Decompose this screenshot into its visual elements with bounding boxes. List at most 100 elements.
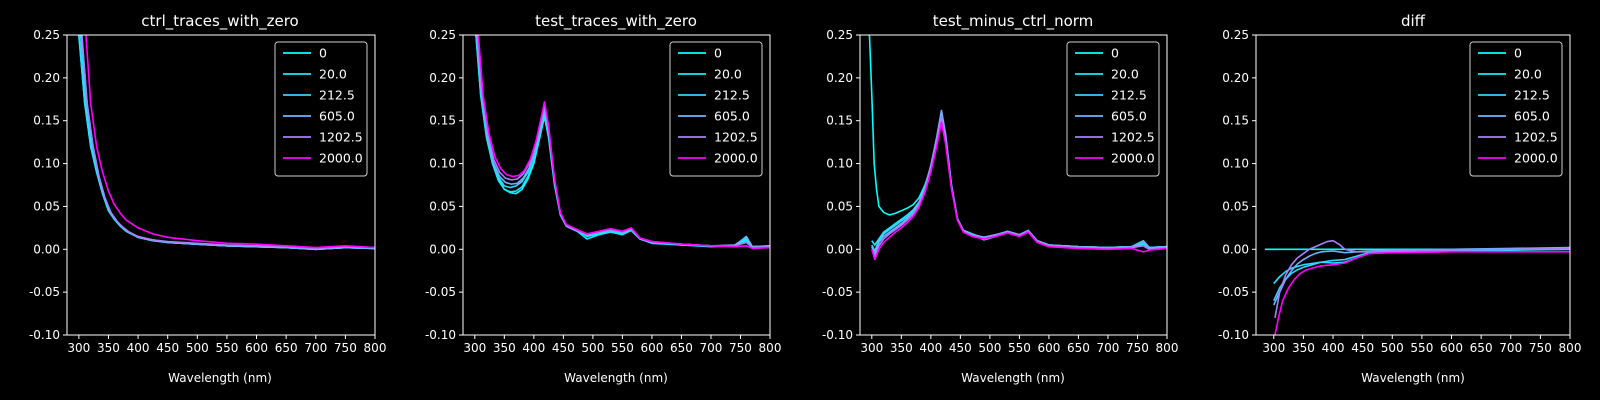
panel-2-legend-label-2: 212.5 bbox=[714, 88, 750, 103]
panel-4-ytick-label: 0.00 bbox=[1222, 242, 1249, 256]
panel-3-xtick-label: 550 bbox=[1008, 341, 1031, 355]
panel-4-xtick-label: 650 bbox=[1470, 341, 1493, 355]
panel-1-legend-label-5: 2000.0 bbox=[319, 151, 363, 166]
panel-2-ytick-label: 0.25 bbox=[429, 28, 456, 42]
panel-1-xtick-label: 350 bbox=[97, 341, 120, 355]
panel-2-xtick-label: 500 bbox=[581, 341, 604, 355]
panel-3-xtick-label: 650 bbox=[1067, 341, 1090, 355]
panel-3-legend: 0 20.0 212.5 605.0 1202.5 2000.0 bbox=[1066, 41, 1160, 177]
panel-3-legend-label-0: 0 bbox=[1111, 46, 1119, 61]
panel-3-xtick-label: 800 bbox=[1156, 341, 1179, 355]
panel-2-ytick-label: 0.05 bbox=[429, 199, 456, 213]
panel-2-xtick-label: 700 bbox=[700, 341, 723, 355]
panel-3-xtick-label: 750 bbox=[1126, 341, 1149, 355]
panel-3-series-5-line bbox=[871, 121, 1167, 261]
panel-2-ytick-label: 0.00 bbox=[429, 242, 456, 256]
panel-4-ytick-label: -0.10 bbox=[1218, 328, 1249, 342]
panel-4-legend-label-2: 212.5 bbox=[1514, 88, 1550, 103]
panel-2-xtick-label: 550 bbox=[611, 341, 634, 355]
panel-2-legend-label-0: 0 bbox=[714, 46, 722, 61]
panel-1-xtick-label: 650 bbox=[275, 341, 298, 355]
panel-2-xlabel: Wavelength (nm) bbox=[564, 371, 668, 385]
panel-4-xtick-label: 300 bbox=[1262, 341, 1285, 355]
panel-4-xtick-label: 800 bbox=[1559, 341, 1582, 355]
panel-1-ytick-label: -0.05 bbox=[29, 285, 60, 299]
panel-3-ytick-label: 0.25 bbox=[826, 28, 853, 42]
panel-2-xtick-label: 650 bbox=[670, 341, 693, 355]
panel-2-legend-box bbox=[669, 41, 763, 177]
panel-2-legend-label-5: 2000.0 bbox=[714, 151, 758, 166]
panel-4-xtick-label: 700 bbox=[1499, 341, 1522, 355]
panel-4-legend-box bbox=[1469, 41, 1563, 177]
panel-1-series-5-line bbox=[85, 35, 375, 249]
panel-1-ytick-label: 0.25 bbox=[33, 28, 60, 42]
panel-1-ytick-label: 0.00 bbox=[33, 242, 60, 256]
panel-4-series-5-line bbox=[1274, 251, 1570, 335]
panel-3: test_minus_ctrl_norm Wavelength (nm) bbox=[933, 12, 1094, 385]
panel-3-xtick-label: 400 bbox=[919, 341, 942, 355]
panel-4-legend-label-4: 1202.5 bbox=[1514, 130, 1558, 145]
panel-1-legend: 0 20.0 212.5 605.0 1202.5 2000.0 bbox=[274, 41, 368, 177]
panel-3-axes-frame bbox=[859, 34, 1168, 336]
panel-1-xtick-label: 300 bbox=[67, 341, 90, 355]
panel-2-ytick-label: -0.10 bbox=[425, 328, 456, 342]
panel-2-axes-frame bbox=[462, 34, 771, 336]
panel-2-xtick-label: 400 bbox=[522, 341, 545, 355]
panel-3-ytick-label: 0.20 bbox=[826, 71, 853, 85]
panel-4-series-group bbox=[1264, 239, 1570, 335]
panel-4-xtick-label: 750 bbox=[1529, 341, 1552, 355]
panel-1-xtick-label: 700 bbox=[304, 341, 327, 355]
panel-3-ytick-label: -0.05 bbox=[822, 285, 853, 299]
panel-4-series-4-line bbox=[1274, 239, 1570, 319]
panel-2: test_traces_with_zero Wavelength (nm) bbox=[535, 12, 697, 385]
panel-3-xtick-label: 300 bbox=[860, 341, 883, 355]
panel-2-xtick-label: 600 bbox=[640, 341, 663, 355]
panel-1-xtick-label: 750 bbox=[334, 341, 357, 355]
panel-1-legend-box bbox=[274, 41, 368, 177]
panel-1-legend-label-1: 20.0 bbox=[319, 67, 347, 82]
panel-4-xlabel: Wavelength (nm) bbox=[1361, 371, 1465, 385]
panel-3-legend-label-3: 605.0 bbox=[1111, 109, 1147, 124]
panel-2-xtick-label: 450 bbox=[552, 341, 575, 355]
panel-3-plot: -0.10 -0.05 0.00 0.05 0.10 0.15 0.20 0.25 300 350… bbox=[822, 28, 1179, 355]
panel-4-ytick-label: -0.05 bbox=[1218, 285, 1249, 299]
panel-1-legend-label-4: 1202.5 bbox=[319, 130, 363, 145]
panel-2-series-group bbox=[475, 35, 770, 250]
panel-1-legend-label-3: 605.0 bbox=[319, 109, 355, 124]
panel-4-series-3-line bbox=[1273, 246, 1570, 306]
panel-3-ytick-label: 0.10 bbox=[826, 157, 853, 171]
panel-3-legend-box bbox=[1066, 41, 1160, 177]
panel-3-legend-label-5: 2000.0 bbox=[1111, 151, 1155, 166]
panel-2-ytick-label: -0.05 bbox=[425, 285, 456, 299]
panel-1-xtick-label: 400 bbox=[127, 341, 150, 355]
panel-3-ytick-label: 0.05 bbox=[826, 199, 853, 213]
panel-1-xtick-label: 600 bbox=[245, 341, 268, 355]
panel-2-ytick-label: 0.20 bbox=[429, 71, 456, 85]
panel-1-xtick-label: 500 bbox=[186, 341, 209, 355]
panel-3-title: test_minus_ctrl_norm bbox=[933, 12, 1094, 31]
panel-4-axes-frame bbox=[1255, 34, 1571, 336]
panel-4-legend-label-3: 605.0 bbox=[1514, 109, 1550, 124]
panel-1-series-group bbox=[78, 35, 375, 251]
panel-2-series-5-line bbox=[477, 35, 770, 250]
panel-4-xtick-label: 600 bbox=[1440, 341, 1463, 355]
panel-1-title: ctrl_traces_with_zero bbox=[141, 12, 298, 31]
panel-2-legend-label-1: 20.0 bbox=[714, 67, 742, 82]
panel-1-series-4-line bbox=[81, 35, 375, 250]
panel-2-legend-label-4: 1202.5 bbox=[714, 130, 758, 145]
panel-1-ytick-label: 0.05 bbox=[33, 199, 60, 213]
panel-3-legend-label-1: 20.0 bbox=[1111, 67, 1139, 82]
panel-4-xtick-label: 550 bbox=[1410, 341, 1433, 355]
panel-4-legend-label-1: 20.0 bbox=[1514, 67, 1542, 82]
panel-2-xtick-label: 800 bbox=[759, 341, 782, 355]
panel-4-ytick-label: 0.25 bbox=[1222, 28, 1249, 42]
panel-4-xtick-label: 350 bbox=[1292, 341, 1315, 355]
panel-1-ytick-label: -0.10 bbox=[29, 328, 60, 342]
panel-1-xtick-label: 550 bbox=[215, 341, 238, 355]
panel-3-ytick-label: 0.15 bbox=[826, 114, 853, 128]
panel-1-ytick-label: 0.20 bbox=[33, 71, 60, 85]
panel-1-legend-label-2: 212.5 bbox=[319, 88, 355, 103]
panel-4-ytick-label: 0.10 bbox=[1222, 157, 1249, 171]
